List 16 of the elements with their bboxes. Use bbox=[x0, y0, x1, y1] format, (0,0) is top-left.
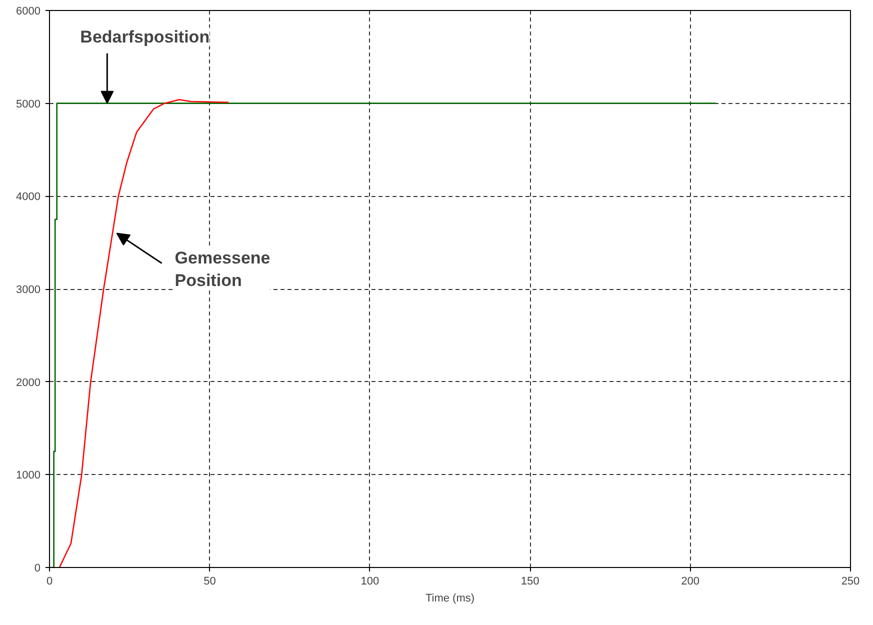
y-tick-label: 3000 bbox=[16, 284, 41, 296]
y-tick-label: 6000 bbox=[16, 6, 41, 18]
y-tick-label: 5000 bbox=[16, 98, 41, 110]
annotation: Gemessene Position bbox=[174, 248, 270, 290]
x-tick-label: 200 bbox=[681, 576, 700, 588]
x-tick-label: 100 bbox=[360, 576, 380, 588]
y-tick-label: 4000 bbox=[16, 191, 41, 204]
annotation: Bedarfsposition bbox=[80, 27, 210, 46]
y-tick-label: 2000 bbox=[16, 376, 41, 389]
y-tick-label: 0 bbox=[34, 562, 41, 574]
x-axis-title: Time (ms) bbox=[425, 592, 475, 604]
x-tick-label: 250 bbox=[841, 576, 860, 588]
x-tick-label: 150 bbox=[520, 576, 540, 588]
x-tick-label: 50 bbox=[204, 576, 216, 588]
y-tick-label: 1000 bbox=[16, 470, 41, 482]
x-tick-label: 0 bbox=[46, 576, 53, 588]
